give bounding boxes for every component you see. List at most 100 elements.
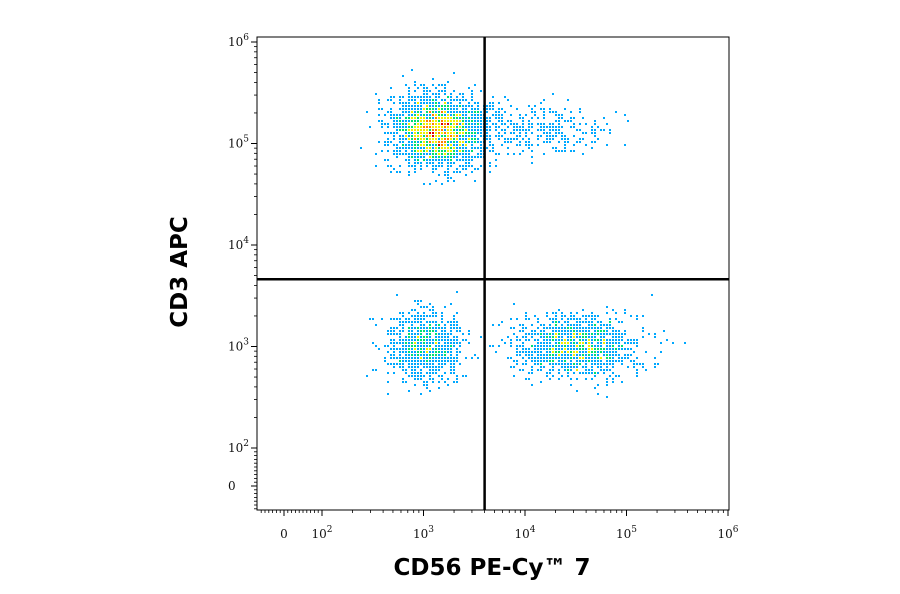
event-dot xyxy=(480,147,482,149)
event-dot xyxy=(624,333,626,335)
event-dot xyxy=(435,99,437,101)
event-dot xyxy=(450,156,452,158)
event-dot xyxy=(480,141,482,143)
event-dot xyxy=(435,102,437,104)
event-dot xyxy=(453,108,455,110)
event-dot xyxy=(411,105,413,107)
event-dot xyxy=(417,318,419,320)
event-dot xyxy=(411,345,413,347)
event-dot xyxy=(414,321,416,323)
event-dot xyxy=(423,84,425,86)
event-dot xyxy=(441,99,443,101)
event-dot xyxy=(558,342,560,344)
event-dot xyxy=(606,396,608,398)
event-dot xyxy=(531,330,533,332)
event-dot xyxy=(582,357,584,359)
event-dot xyxy=(453,153,455,155)
event-dot xyxy=(411,144,413,146)
event-dot xyxy=(438,150,440,152)
event-dot xyxy=(417,144,419,146)
event-dot xyxy=(432,105,434,107)
event-dot xyxy=(597,354,599,356)
event-dot xyxy=(501,108,503,110)
event-dot xyxy=(474,180,476,182)
event-dot xyxy=(435,96,437,98)
event-dot xyxy=(423,90,425,92)
event-dot xyxy=(450,165,452,167)
event-dot xyxy=(459,126,461,128)
event-dot xyxy=(591,339,593,341)
event-dot xyxy=(423,324,425,326)
event-dot xyxy=(468,159,470,161)
event-dot xyxy=(435,372,437,374)
event-dot xyxy=(516,339,518,341)
event-dot xyxy=(420,360,422,362)
event-dot xyxy=(582,345,584,347)
event-dot xyxy=(549,378,551,380)
event-dot xyxy=(495,123,497,125)
event-dot xyxy=(411,153,413,155)
event-dot xyxy=(477,357,479,359)
event-dot xyxy=(459,345,461,347)
event-dot xyxy=(594,348,596,350)
event-dot xyxy=(441,147,443,149)
event-dot xyxy=(534,345,536,347)
event-dot xyxy=(513,303,515,305)
event-dot xyxy=(417,120,419,122)
event-dot xyxy=(594,387,596,389)
event-dot xyxy=(609,324,611,326)
event-dot xyxy=(435,369,437,371)
event-dot xyxy=(372,369,374,371)
event-dot xyxy=(570,357,572,359)
event-dot xyxy=(561,360,563,362)
event-dot xyxy=(537,369,539,371)
event-dot xyxy=(414,90,416,92)
event-dot xyxy=(534,333,536,335)
event-dot xyxy=(420,363,422,365)
event-dot xyxy=(465,123,467,125)
event-dot xyxy=(543,141,545,143)
event-dot xyxy=(414,375,416,377)
event-dot xyxy=(567,348,569,350)
event-dot xyxy=(378,99,380,101)
event-dot xyxy=(558,150,560,152)
event-dot xyxy=(429,372,431,374)
event-dot xyxy=(531,372,533,374)
event-dot xyxy=(531,357,533,359)
event-dot xyxy=(411,333,413,335)
event-dot xyxy=(519,369,521,371)
event-dot xyxy=(462,165,464,167)
event-dot xyxy=(426,108,428,110)
event-dot xyxy=(573,345,575,347)
event-dot xyxy=(477,105,479,107)
event-dot xyxy=(453,120,455,122)
event-dot xyxy=(477,156,479,158)
event-dot xyxy=(585,357,587,359)
event-dot xyxy=(393,132,395,134)
event-dot xyxy=(609,357,611,359)
event-dot xyxy=(426,162,428,164)
event-dot xyxy=(426,120,428,122)
event-dot xyxy=(495,135,497,137)
event-dot xyxy=(528,372,530,374)
event-dot xyxy=(582,138,584,140)
event-dot xyxy=(549,324,551,326)
event-dot xyxy=(588,345,590,347)
event-dot xyxy=(480,165,482,167)
event-dot xyxy=(402,111,404,113)
event-dot xyxy=(426,354,428,356)
event-dot xyxy=(459,351,461,353)
event-dot xyxy=(597,351,599,353)
event-dot xyxy=(576,348,578,350)
event-dot xyxy=(453,114,455,116)
event-dot xyxy=(462,159,464,161)
event-dot xyxy=(510,132,512,134)
event-dot xyxy=(642,330,644,332)
event-dot xyxy=(540,102,542,104)
event-dot xyxy=(543,360,545,362)
event-dot xyxy=(441,312,443,314)
event-dot xyxy=(588,339,590,341)
event-dot xyxy=(579,333,581,335)
event-dot xyxy=(420,321,422,323)
event-dot xyxy=(621,339,623,341)
